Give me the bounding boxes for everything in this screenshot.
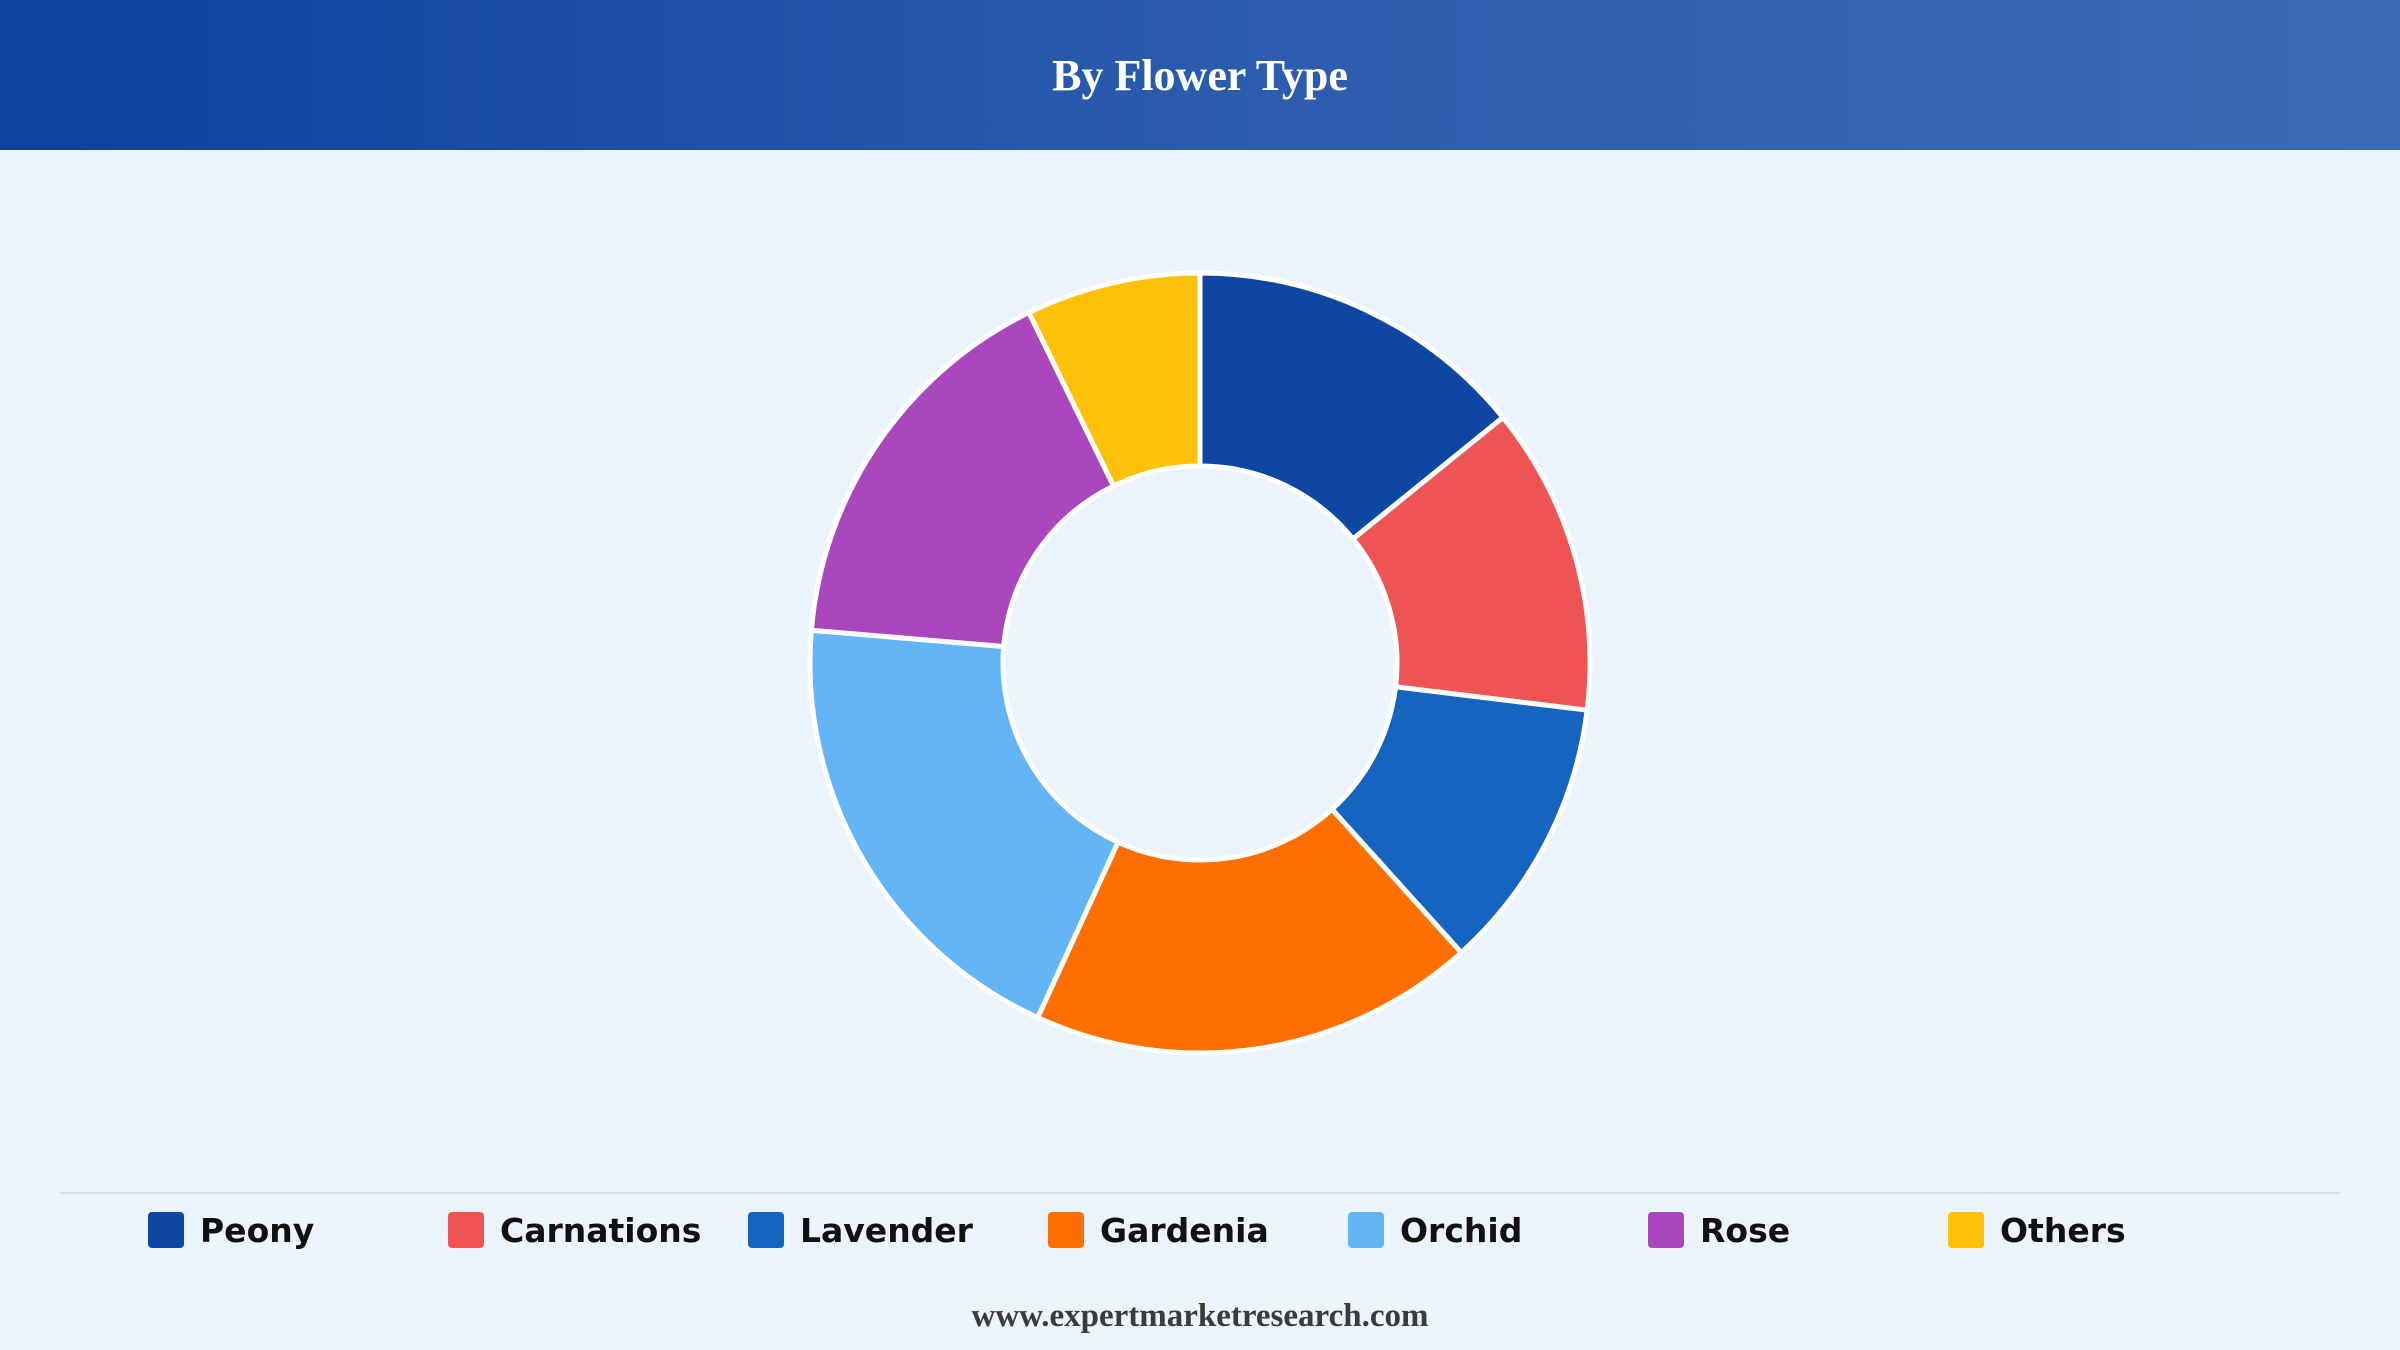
legend-item-carnations: Carnations [448,1208,701,1252]
legend-swatch [748,1212,784,1248]
legend-swatch [1348,1212,1384,1248]
slice-others [1026,270,1203,489]
legend-label: Gardenia [1100,1210,1269,1250]
donut-slices [807,270,1593,1056]
slice-peony [1197,270,1506,542]
slice-rose [808,310,1117,649]
legend-item-rose: Rose [1648,1208,1790,1252]
legend-swatch [1948,1212,1984,1248]
chart-area [0,150,2400,1190]
legend-swatch [1648,1212,1684,1248]
legend-divider [60,1192,2340,1194]
legend-item-others: Others [1948,1208,2126,1252]
header-banner: By Flower Type [0,0,2400,150]
legend-label: Orchid [1400,1210,1523,1250]
legend-item-lavender: Lavender [748,1208,973,1252]
donut-chart [807,270,1593,1056]
slice-orchid [807,627,1121,1021]
legend-label: Rose [1700,1210,1791,1250]
legend-label: Lavender [800,1210,973,1250]
legend-label: Carnations [500,1210,702,1250]
legend-item-peony: Peony [148,1208,314,1252]
chart-title: By Flower Type [1052,50,1348,100]
legend-item-gardenia: Gardenia [1048,1208,1269,1252]
legend-swatch [448,1212,484,1248]
legend-label: Peony [200,1210,315,1250]
legend-item-orchid: Orchid [1348,1208,1522,1252]
legend-swatch [148,1212,184,1248]
legend-label: Others [2000,1210,2126,1250]
slice-carnations [1350,414,1593,713]
slice-gardenia [1035,806,1464,1056]
source-url: www.expertmarketresearch.com [971,1298,1429,1334]
legend-swatch [1048,1212,1084,1248]
chart-legend: Peony Carnations Lavender Gardenia Orchid Ros… [148,1208,2348,1252]
